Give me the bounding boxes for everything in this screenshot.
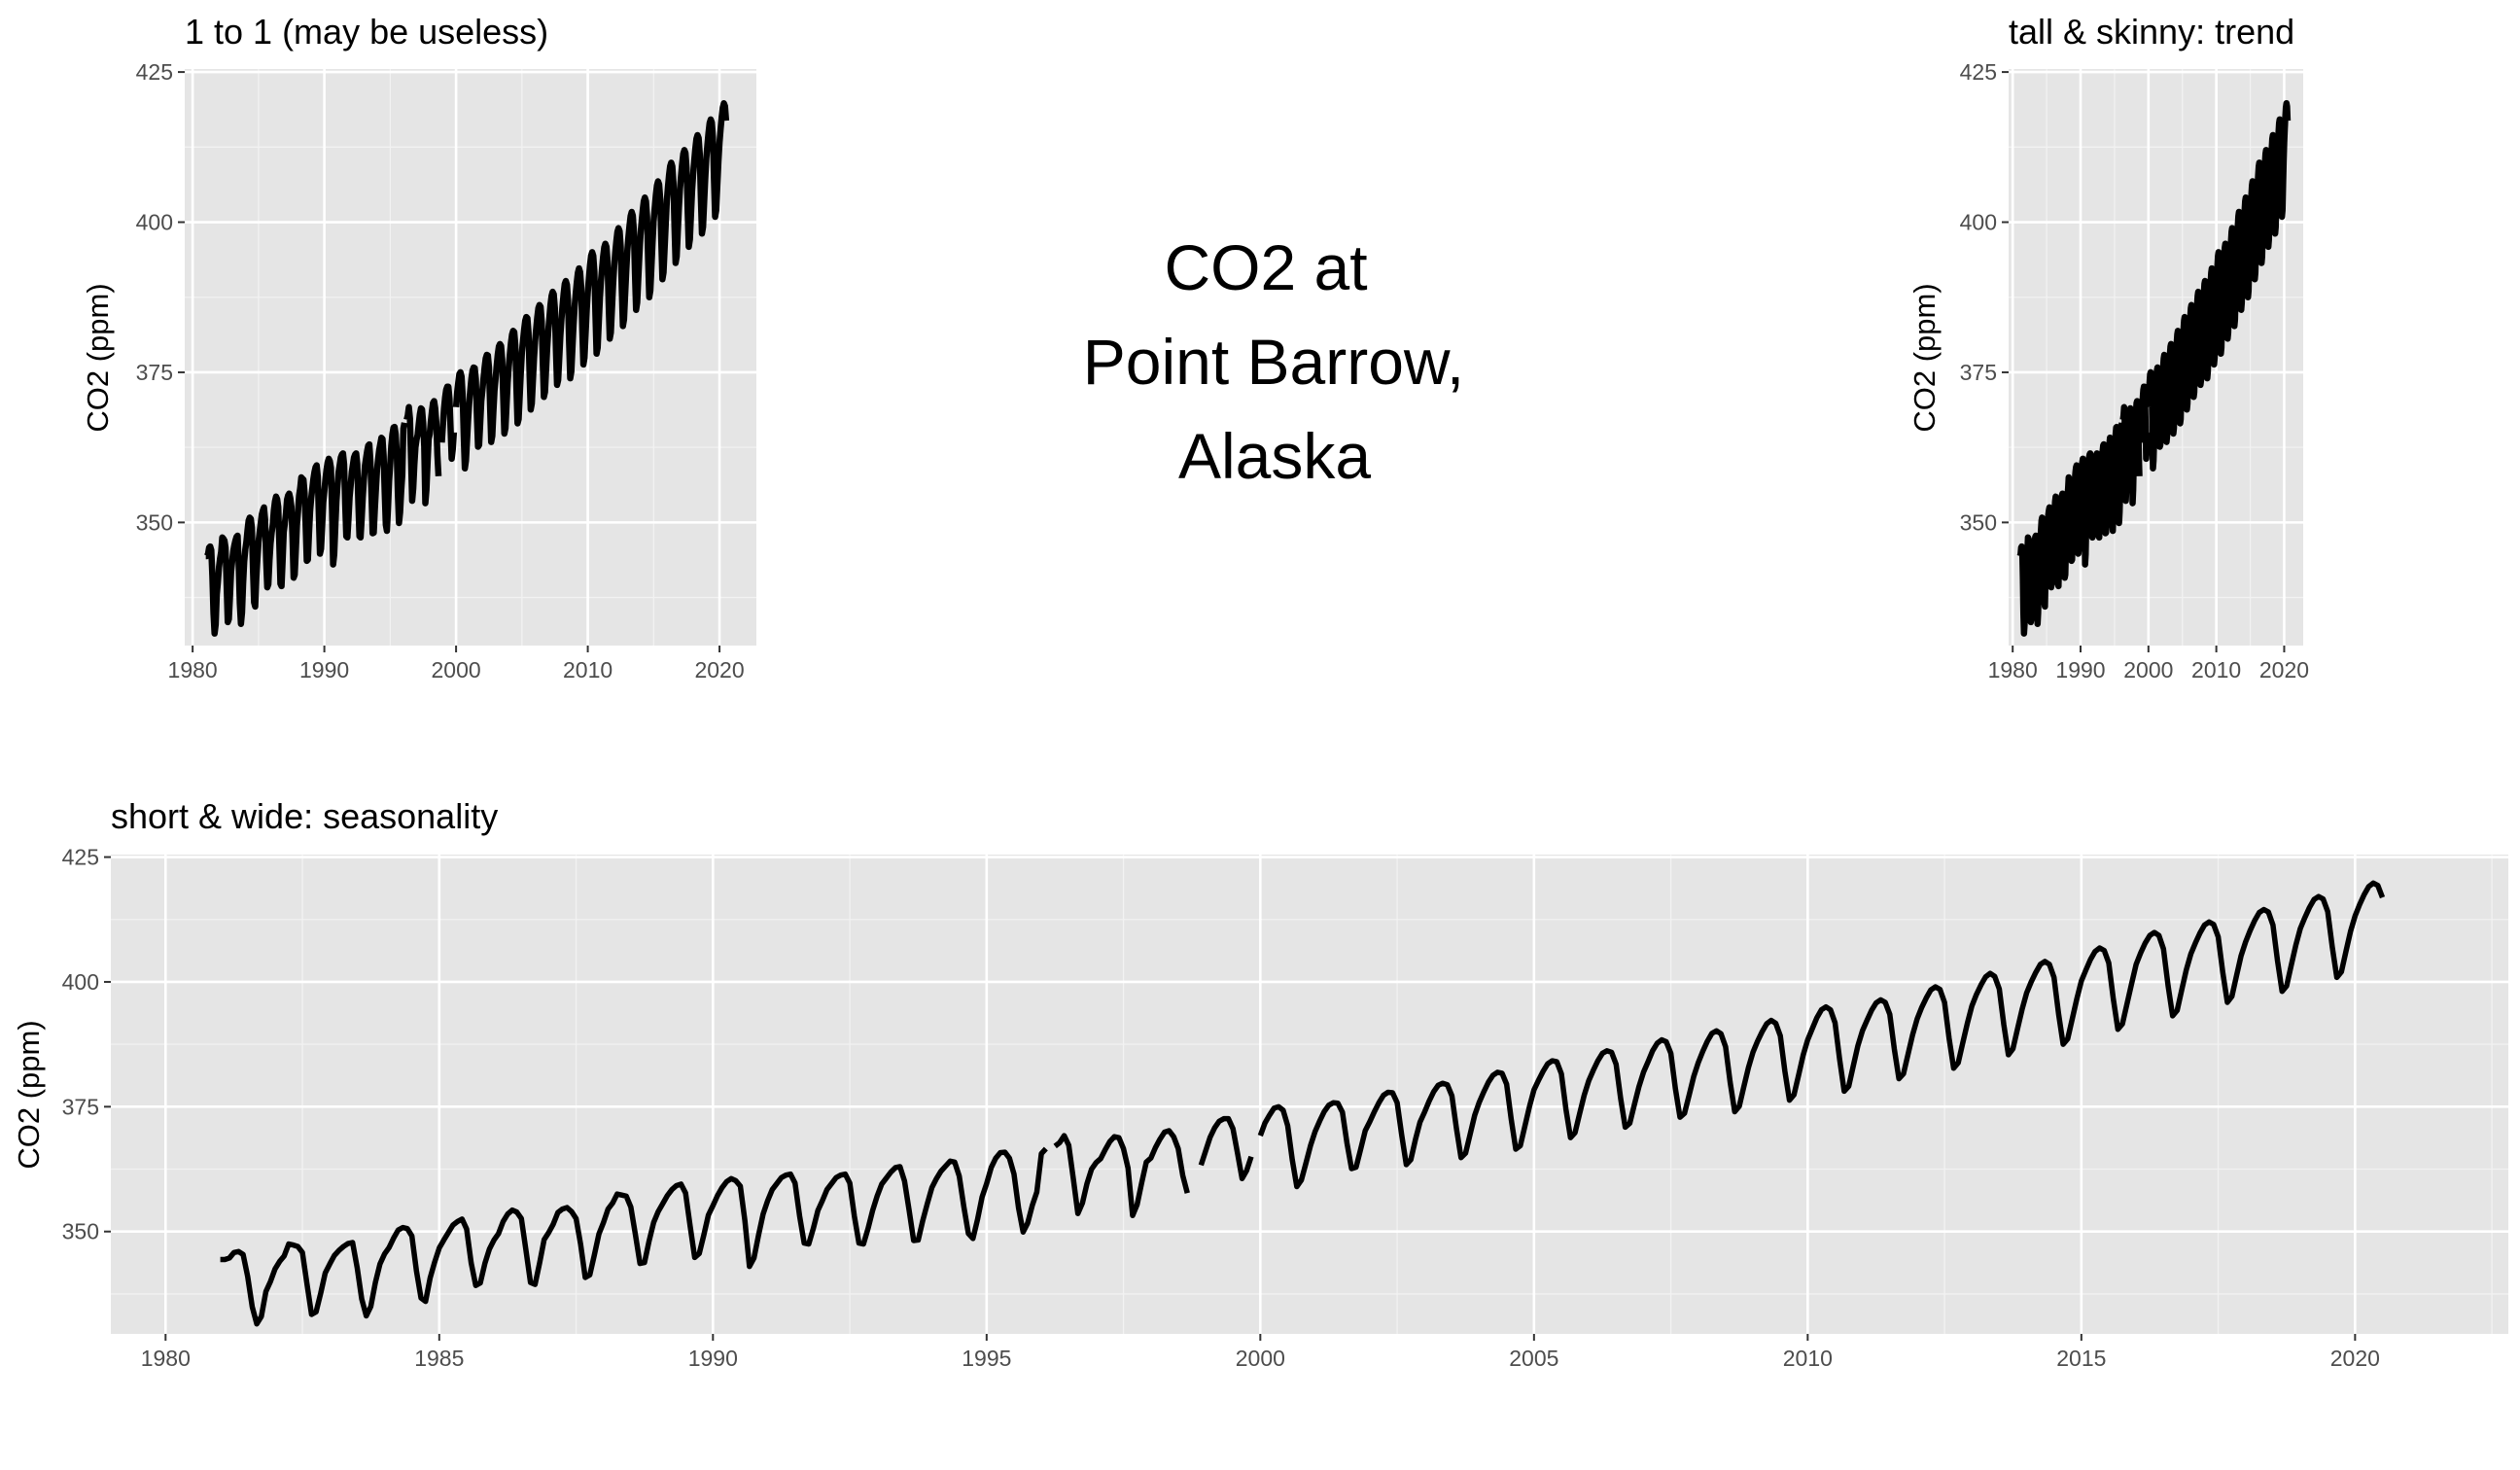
plot-one_to_one: 1980 1990 2000 2010 2020 350 375 400 425 — [136, 59, 756, 682]
center-title-line-2: Point Barrow, — [1083, 326, 1465, 398]
y-tick-label: 350 — [62, 1219, 99, 1244]
x-tick-label: 2000 — [1236, 1346, 1285, 1371]
plot-short_wide: 1980 1985 1990 1995 2000 2005 2010 2015 2020 350 3… — [62, 845, 2508, 1371]
y-tick-label: 425 — [136, 59, 173, 85]
series-line-co2 — [203, 99, 730, 637]
x-tick-label: 2000 — [2123, 657, 2173, 682]
series-line-co2 — [2016, 99, 2292, 637]
y-tick-label: 425 — [1960, 59, 1997, 85]
panel-title: 1 to 1 (may be useless) — [185, 12, 548, 52]
x-tick-label: 2010 — [563, 657, 612, 682]
y-tick-label: 375 — [62, 1094, 99, 1119]
x-tick-label: 1980 — [1988, 657, 2038, 682]
y-axis-title: CO2 (ppm) — [81, 283, 115, 432]
center-title-line-1: CO2 at — [1164, 231, 1367, 303]
panel-tall-skinny: tall & skinny: trend CO2 (ppm) — [1908, 12, 2303, 646]
y-axis-title: CO2 (ppm) — [1908, 283, 1942, 432]
y-axis-title: CO2 (ppm) — [12, 1020, 46, 1169]
x-tick-label: 2010 — [1783, 1346, 1833, 1371]
x-tick-label: 2020 — [694, 657, 744, 682]
x-tick-label: 1990 — [299, 657, 349, 682]
x-tick-label: 2005 — [1509, 1346, 1558, 1371]
panel-title: tall & skinny: trend — [2009, 12, 2294, 52]
center-title-group: CO2 at Point Barrow, Alaska — [1083, 231, 1465, 492]
x-tick-label: 2015 — [2056, 1346, 2106, 1371]
y-tick-label: 425 — [62, 845, 99, 870]
x-tick-label: 2000 — [432, 657, 481, 682]
series-line-co2 — [220, 880, 2386, 1327]
panel-one-to-one: 1 to 1 (may be useless) CO2 (ppm) — [81, 12, 756, 646]
x-tick-label: 1980 — [168, 657, 218, 682]
panel-title: short & wide: seasonality — [111, 796, 498, 836]
y-tick-label: 350 — [1960, 509, 1997, 535]
x-tick-label: 2020 — [2259, 657, 2309, 682]
x-tick-label: 1995 — [962, 1346, 1011, 1371]
x-tick-label: 2020 — [2330, 1346, 2380, 1371]
y-tick-label: 400 — [136, 210, 173, 235]
x-tick-label: 1985 — [414, 1346, 464, 1371]
y-tick-label: 400 — [1960, 210, 1997, 235]
y-tick-label: 375 — [136, 360, 173, 385]
panel-background — [111, 855, 2508, 1334]
panel-short-wide: short & wide: seasonality CO2 (ppm) — [12, 796, 2508, 1334]
y-tick-label: 375 — [1960, 360, 1997, 385]
x-tick-label: 1990 — [2055, 657, 2105, 682]
y-tick-label: 350 — [136, 509, 173, 535]
x-tick-label: 2010 — [2191, 657, 2241, 682]
plot-tall_skinny: 1980 1990 2000 2010 2020 350 375 400 425 — [1960, 59, 2309, 682]
x-tick-label: 1990 — [688, 1346, 738, 1371]
x-tick-label: 1980 — [141, 1346, 191, 1371]
y-tick-label: 400 — [62, 969, 99, 995]
center-title-line-3: Alaska — [1178, 420, 1371, 492]
